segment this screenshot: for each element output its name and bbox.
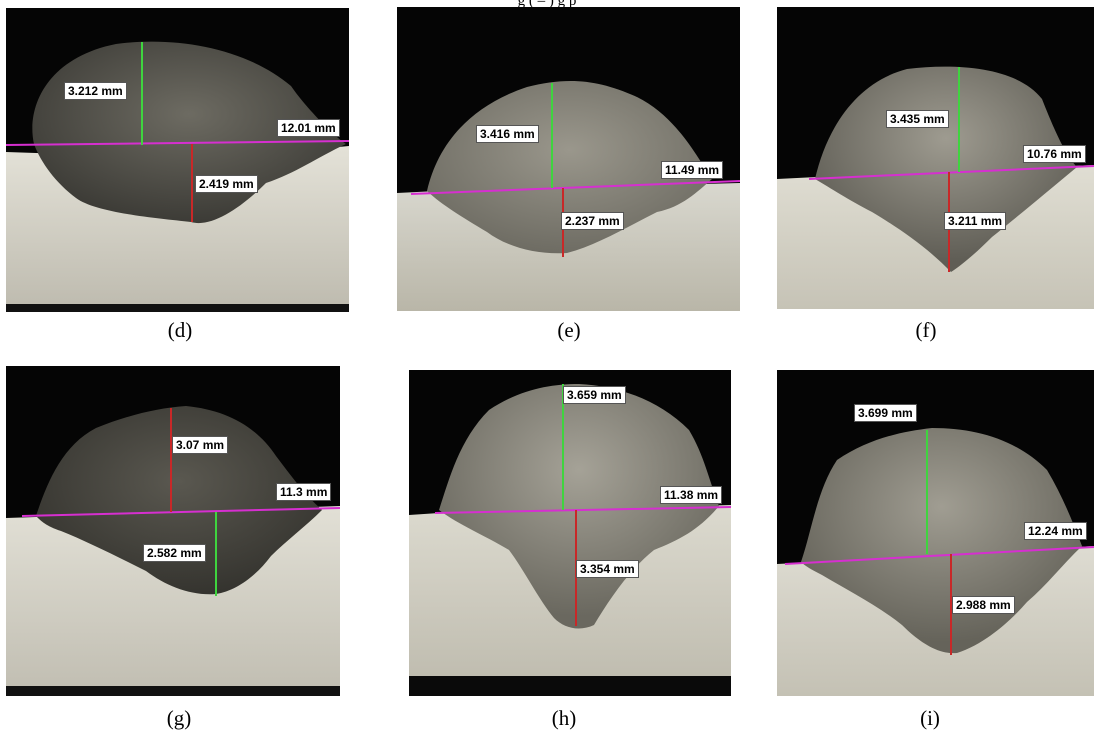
weld-image-d (6, 8, 349, 312)
width-line-f (808, 165, 1094, 180)
caption-f: (f) (915, 318, 937, 342)
width-label-e: 11.49 mm (661, 161, 724, 179)
weld-image-e (397, 7, 740, 311)
height-label-g: 3.07 mm (172, 436, 229, 454)
width-label-d: 12.01 mm (277, 119, 340, 137)
caption-e: (e) (557, 318, 581, 342)
panel-f: 3.435 mm 10.76 mm 3.211 mm (777, 7, 1094, 309)
caption-h: (h) (551, 706, 577, 730)
height-label-h: 3.659 mm (563, 386, 626, 404)
caption-i: (i) (920, 706, 940, 730)
weld-image-i (777, 370, 1094, 696)
depth-label-g: 2.582 mm (143, 544, 206, 562)
depth-label-i: 2.988 mm (952, 596, 1015, 614)
panel-i: 3.699 mm 12.24 mm 2.988 mm (777, 370, 1094, 696)
width-line-h (434, 506, 731, 514)
width-label-g: 11.3 mm (276, 483, 332, 501)
panel-h: 3.659 mm 11.38 mm 3.354 mm (409, 370, 731, 696)
panel-e: 3.416 mm 11.49 mm 2.237 mm (397, 7, 740, 311)
depth-label-e: 2.237 mm (561, 212, 624, 230)
height-label-f: 3.435 mm (886, 110, 949, 128)
width-line-i (784, 546, 1094, 565)
width-line-g (21, 507, 340, 517)
panel-g: 3.07 mm 11.3 mm 2.582 mm (6, 366, 340, 696)
height-label-i: 3.699 mm (854, 404, 917, 422)
weld-image-g (6, 366, 340, 696)
caption-g: (g) (166, 706, 192, 730)
panel-d: 3.212 mm 12.01 mm 2.419 mm (6, 8, 349, 312)
weld-image-h (409, 370, 731, 696)
width-line-e (410, 180, 740, 195)
width-line-d (6, 140, 349, 146)
width-label-i: 12.24 mm (1024, 522, 1087, 540)
width-label-f: 10.76 mm (1023, 145, 1086, 163)
height-label-d: 3.212 mm (64, 82, 127, 100)
depth-label-h: 3.354 mm (576, 560, 639, 578)
depth-label-d: 2.419 mm (195, 175, 258, 193)
depth-label-f: 3.211 mm (944, 212, 1007, 230)
caption-d: (d) (167, 318, 193, 342)
height-label-e: 3.416 mm (476, 125, 539, 143)
figure-heading-fragment: g ( – ) g p (517, 0, 577, 8)
width-label-h: 11.38 mm (660, 486, 723, 504)
